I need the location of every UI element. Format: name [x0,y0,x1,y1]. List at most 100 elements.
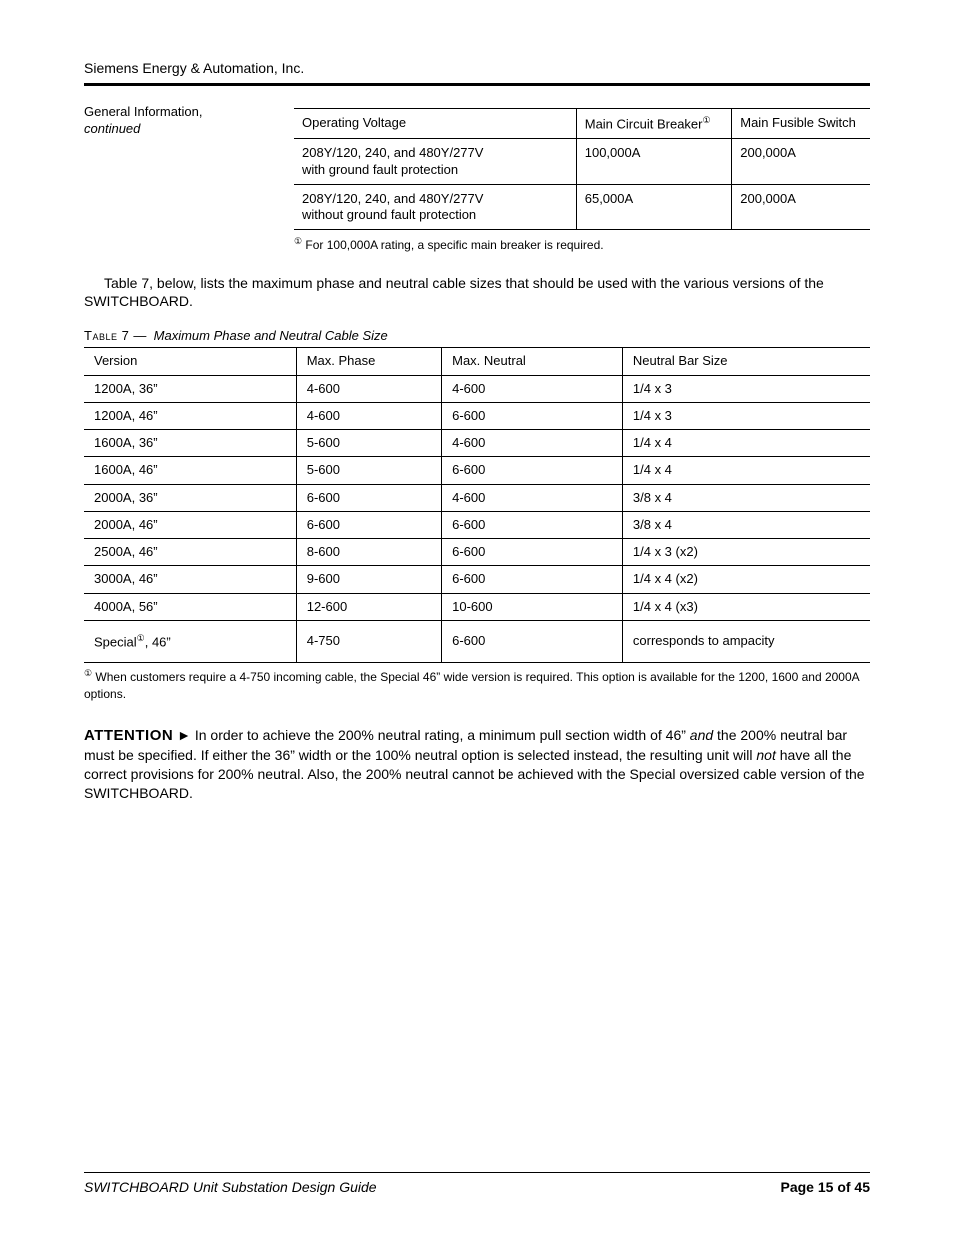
table-7-title-text: Maximum Phase and Neutral Cable Size [154,328,388,343]
cell-version: 1600A, 36” [84,430,296,457]
cell-voltage: 208Y/120, 240, and 480Y/277V with ground… [294,139,576,185]
table-row: Operating Voltage Main Circuit Breaker① … [294,108,870,139]
cell-max-neutral: 6-600 [442,402,623,429]
table-row: 2000A, 36”6-6004-6003/8 x 4 [84,484,870,511]
col-voltage: Operating Voltage [294,108,576,139]
cell-version: 1200A, 36” [84,375,296,402]
cell-max-neutral: 4-600 [442,375,623,402]
cell-line: without ground fault protection [302,207,476,222]
footnote-text: For 100,000A rating, a specific main bre… [305,238,603,252]
footnote-text: When customers require a 4-750 incoming … [84,670,859,700]
table-7-title: Table 7 — Maximum Phase and Neutral Cabl… [84,328,870,343]
footer-wrap: SWITCHBOARD Unit Substation Design Guide… [84,1148,870,1195]
cell-max-neutral: 4-600 [442,430,623,457]
right-body: Operating Voltage Main Circuit Breaker ① … [294,104,870,254]
section-runin: General Information, continued [84,104,294,138]
table-row: Version Max. Phase Max. Neutral Neutral … [84,348,870,375]
table-row: 1600A, 46”5-6006-6001/4 x 4 [84,457,870,484]
running-head: Siemens Energy & Automation, Inc. [84,60,870,77]
table-row: 208Y/120, 240, and 480Y/277V without gro… [294,184,870,230]
cell-max-phase: 5-600 [296,430,441,457]
cell-neutral-bar: 1/4 x 3 [622,375,870,402]
intro-paragraph: Table 7, below, lists the maximum phase … [84,274,870,310]
col-neutral-bar: Neutral Bar Size [622,348,870,375]
cell-neutral-bar: 3/8 x 4 [622,484,870,511]
cell-max-phase: 8-600 [296,539,441,566]
cell-max-neutral: 6-600 [442,457,623,484]
cell-version: 3000A, 46” [84,566,296,593]
table-7-label: Table 7 [84,328,133,343]
footer-right: Page 15 of 45 [781,1179,871,1195]
cell-line: 208Y/120, 240, and 480Y/277V [302,191,483,206]
table-7-wrap: Table 7 — Maximum Phase and Neutral Cabl… [84,328,870,701]
section-title: General Information, [84,104,203,119]
cell-version: 1200A, 46” [84,402,296,429]
dash-icon: — [133,328,153,343]
cell-max-neutral: 6-600 [442,511,623,538]
head-rule [84,83,870,86]
attention-sep: ► [173,727,195,743]
table-6-footnote: ① For 100,000A rating, a specific main b… [294,236,870,254]
footnote-sup: ① [84,668,92,678]
col-max-phase: Max. Phase [296,348,441,375]
cell-neutral-bar: 1/4 x 4 (x3) [622,593,870,620]
cell-max-phase: 12-600 [296,593,441,620]
section-continued: continued [84,121,140,136]
cell-voltage: 208Y/120, 240, and 480Y/277V without gro… [294,184,576,230]
cell-max-phase: 4-750 [296,620,441,663]
table-row: Special①, 46”4-7506-600corresponds to am… [84,620,870,663]
cell-version: 2000A, 36” [84,484,296,511]
cell-main-fs: 200,000A [732,139,870,185]
col-main-cb: Main Circuit Breaker① [576,108,732,139]
table-row: 1200A, 46”4-6006-6001/4 x 3 [84,402,870,429]
attention-label: ATTENTION [84,727,173,744]
cell-max-neutral: 6-600 [442,566,623,593]
table-row: 3000A, 46”9-6006-6001/4 x 4 (x2) [84,566,870,593]
cell-version: 4000A, 56” [84,593,296,620]
cell-version: Special①, 46” [84,620,296,663]
cell-neutral-bar: 3/8 x 4 [622,511,870,538]
cell-neutral-bar: 1/4 x 4 [622,457,870,484]
cell-version: 2000A, 46” [84,511,296,538]
cell-max-phase: 4-600 [296,402,441,429]
cell-main-cb: 65,000A [576,184,732,230]
cell-line: 208Y/120, 240, and 480Y/277V [302,145,483,160]
col-main-cb-sup: ① [703,115,711,125]
footer-left: SWITCHBOARD Unit Substation Design Guide [84,1179,377,1195]
col-max-neutral: Max. Neutral [442,348,623,375]
table-row: 4000A, 56”12-60010-6001/4 x 4 (x3) [84,593,870,620]
col-main-fs: Main Fusible Switch [732,108,870,139]
cell-neutral-bar: corresponds to ampacity [622,620,870,663]
page: Siemens Energy & Automation, Inc. Genera… [0,0,954,1235]
cell-max-phase: 6-600 [296,511,441,538]
col-main-cb-text: Main Circuit Breaker [585,116,703,131]
footer-rule [84,1172,870,1173]
cell-max-phase: 5-600 [296,457,441,484]
cell-max-neutral: 6-600 [442,539,623,566]
cell-max-phase: 9-600 [296,566,441,593]
table-row: 1200A, 36”4-6004-6001/4 x 3 [84,375,870,402]
footnote-sup: ① [294,236,302,246]
attention-block: ATTENTION ► In order to achieve the 200%… [84,726,870,803]
cell-max-phase: 4-600 [296,375,441,402]
cell-max-phase: 6-600 [296,484,441,511]
cell-max-neutral: 4-600 [442,484,623,511]
two-col: General Information, continued Operating… [84,104,870,254]
table-row: 2000A, 46”6-6006-6003/8 x 4 [84,511,870,538]
cell-version: 1600A, 46” [84,457,296,484]
cell-neutral-bar: 1/4 x 4 (x2) [622,566,870,593]
table-row: 2500A, 46”8-6006-6001/4 x 3 (x2) [84,539,870,566]
cell-neutral-bar: 1/4 x 3 (x2) [622,539,870,566]
table-6: Operating Voltage Main Circuit Breaker① … [294,108,870,231]
table-7-footnote: ① When customers require a 4-750 incomin… [84,667,870,701]
cell-line: with ground fault protection [302,162,458,177]
footer: SWITCHBOARD Unit Substation Design Guide… [84,1179,870,1195]
cell-neutral-bar: 1/4 x 4 [622,430,870,457]
cell-main-cb: 100,000A [576,139,732,185]
table-7: Version Max. Phase Max. Neutral Neutral … [84,347,870,663]
cell-main-fs: 200,000A [732,184,870,230]
cell-version: 2500A, 46” [84,539,296,566]
col-version: Version [84,348,296,375]
table-row: 208Y/120, 240, and 480Y/277V with ground… [294,139,870,185]
table-row: 1600A, 36”5-6004-6001/4 x 4 [84,430,870,457]
